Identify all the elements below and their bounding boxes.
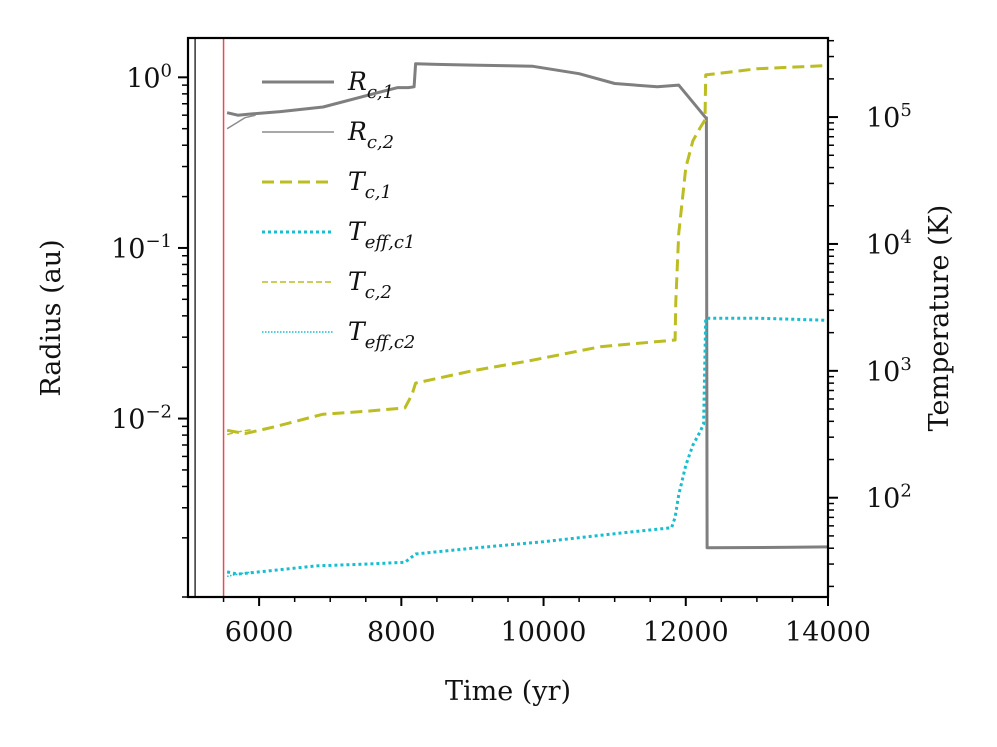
series-line-rc1 — [226, 62, 828, 550]
y-left-tick-label-exponent: −2 — [145, 402, 172, 423]
series-line-tc1 — [226, 64, 828, 436]
y-right-tick-label-exponent: 2 — [900, 481, 911, 502]
series-line-tc2 — [226, 428, 253, 436]
y-left-tick-label-base: 10 — [126, 63, 160, 94]
x-tick-label: 10000 — [501, 617, 587, 648]
y-left-tick-label: 10−1 — [111, 231, 172, 265]
legend-label-rc2: Rc,2 — [347, 117, 394, 153]
legend-label-subscript: c,2 — [365, 282, 392, 303]
y-right-tick-label-exponent: 5 — [900, 100, 911, 121]
legend-label-rc1: Rc,1 — [347, 67, 394, 103]
y-left-tick-label: 100 — [126, 60, 172, 94]
series-lines — [226, 62, 828, 578]
x-axis: 6000 8000 10000 12000 14000 — [222, 597, 871, 648]
legend-label-subscript: c,1 — [365, 182, 392, 203]
legend-label-subscript: eff,c1 — [365, 232, 416, 253]
legend-label-symbol: T — [348, 217, 367, 246]
y-left-tick-label-exponent: −1 — [145, 231, 172, 252]
vertical-markers — [194, 38, 225, 597]
legend-label-teff1: Teff,c1 — [348, 217, 415, 253]
x-tick-label: 6000 — [225, 617, 294, 648]
legend-label-subscript: c,1 — [367, 82, 394, 103]
y-left-tick-label-base: 10 — [111, 405, 145, 436]
series-line-rc2 — [226, 114, 256, 130]
legend-label-symbol: T — [348, 167, 367, 196]
y-right-tick-label-base: 10 — [866, 484, 900, 515]
legend-label-symbol: R — [347, 67, 367, 96]
y-right-tick-label-base: 10 — [866, 103, 900, 134]
x-axis-label: Time (yr) — [445, 676, 571, 707]
y-left-tick-label-base: 10 — [111, 234, 145, 265]
y-right-tick-label: 104 — [866, 227, 912, 261]
x-tick-label: 14000 — [785, 617, 871, 648]
legend-label-subscript: eff,c2 — [365, 332, 416, 353]
y-right-tick-label: 103 — [866, 354, 912, 388]
y-left-tick-label: 10−2 — [111, 402, 172, 436]
y-right-tick-label-exponent: 4 — [900, 227, 911, 248]
x-tick-label: 12000 — [643, 617, 729, 648]
legend-label-tc2: Tc,2 — [348, 267, 392, 303]
legend-label-tc1: Tc,1 — [348, 167, 392, 203]
legend-label-symbol: R — [347, 117, 367, 146]
y-right-tick-label-exponent: 3 — [900, 354, 911, 375]
y-right-tick-label: 102 — [866, 481, 912, 515]
y-right-tick-label-base: 10 — [866, 357, 900, 388]
legend-label-subscript: c,2 — [367, 132, 394, 153]
legend-label-teff2: Teff,c2 — [348, 317, 415, 353]
legend-label-symbol: T — [348, 267, 367, 296]
y-right-tick-label: 105 — [866, 100, 912, 134]
y-right-tick-label-base: 10 — [866, 230, 900, 261]
legend-label-symbol: T — [348, 317, 367, 346]
series-line-teff2 — [226, 571, 253, 578]
x-tick-label: 8000 — [367, 617, 436, 648]
series-line-teff1 — [226, 316, 828, 576]
y-axis-left-label: Radius (au) — [36, 239, 67, 396]
y-left-tick-label-exponent: 0 — [161, 60, 172, 81]
y-axis-right-label: Temperature (K) — [924, 205, 955, 432]
